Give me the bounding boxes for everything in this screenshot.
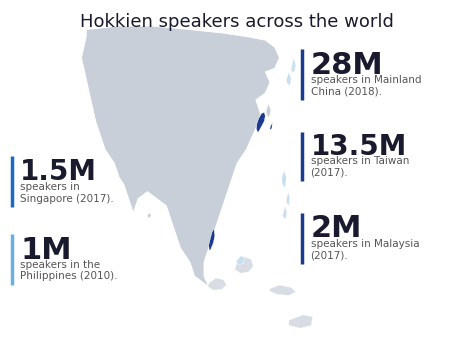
Polygon shape	[82, 26, 279, 287]
Polygon shape	[286, 72, 291, 86]
Text: 13.5M: 13.5M	[310, 133, 407, 162]
Polygon shape	[236, 256, 245, 265]
Polygon shape	[270, 123, 273, 130]
Text: speakers in Taiwan
(2017).: speakers in Taiwan (2017).	[310, 156, 409, 178]
Polygon shape	[269, 285, 296, 295]
Text: speakers in Malaysia
(2017).: speakers in Malaysia (2017).	[310, 239, 419, 260]
Polygon shape	[266, 104, 271, 118]
Polygon shape	[256, 112, 265, 132]
Text: speakers in the
Philippines (2010).: speakers in the Philippines (2010).	[20, 260, 118, 282]
Polygon shape	[235, 257, 254, 273]
Text: 1.5M: 1.5M	[20, 158, 97, 186]
Text: 28M: 28M	[310, 51, 383, 80]
Text: Hokkien speakers across the world: Hokkien speakers across the world	[80, 13, 394, 31]
Polygon shape	[147, 213, 151, 218]
Polygon shape	[286, 192, 290, 206]
Polygon shape	[289, 315, 312, 328]
Polygon shape	[282, 170, 286, 188]
Polygon shape	[291, 58, 296, 72]
Text: 2M: 2M	[310, 214, 362, 244]
Text: 1M: 1M	[20, 236, 72, 264]
Polygon shape	[208, 278, 227, 290]
Text: speakers in Mainland
China (2018).: speakers in Mainland China (2018).	[310, 75, 421, 97]
Polygon shape	[283, 206, 287, 220]
Text: speakers in
Singapore (2017).: speakers in Singapore (2017).	[20, 182, 114, 204]
Polygon shape	[209, 229, 215, 250]
